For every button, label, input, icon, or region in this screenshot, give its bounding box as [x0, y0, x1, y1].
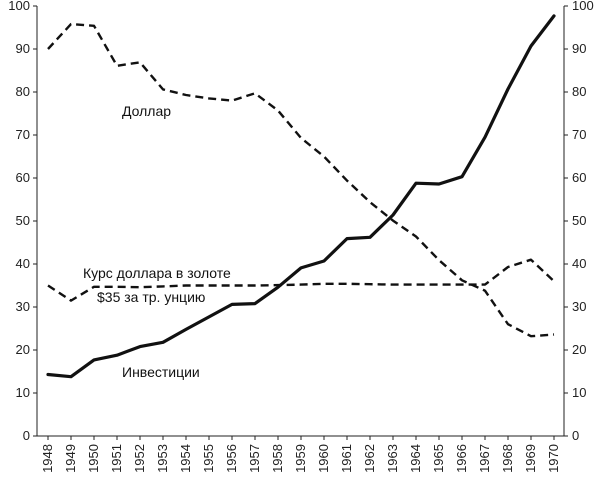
y-tick-label-right: 80	[572, 84, 586, 99]
y-tick-label-left: 90	[16, 41, 30, 56]
x-tick-label: 1948	[40, 444, 55, 473]
series-gold-rate	[47, 258, 555, 302]
series-investments	[46, 14, 556, 379]
x-tick-label: 1953	[155, 444, 170, 473]
chart-lines	[46, 14, 556, 379]
y-tick-label-left: 30	[16, 299, 30, 314]
x-tick-label: 1956	[224, 444, 239, 473]
x-tick-label: 1958	[270, 444, 285, 473]
x-tick-label: 1966	[454, 444, 469, 473]
y-tick-label-right: 70	[572, 127, 586, 142]
y-tick-label-right: 50	[572, 213, 586, 228]
y-tick-label-right: 10	[572, 385, 586, 400]
y-tick-label-left: 70	[16, 127, 30, 142]
x-tick-label: 1951	[109, 444, 124, 473]
y-tick-label-left: 50	[16, 213, 30, 228]
annotation-gold-rate: Курс доллара в золоте	[83, 265, 231, 281]
x-tick-label: 1957	[247, 444, 262, 473]
y-tick-label-left: 80	[16, 84, 30, 99]
x-tick-label: 1963	[385, 444, 400, 473]
x-tick-label: 1950	[86, 444, 101, 473]
x-tick-label: 1960	[316, 444, 331, 473]
y-tick-label-left: 100	[8, 0, 30, 13]
annotation-investments: Инвестиции	[122, 364, 200, 380]
y-tick-label-right: 0	[572, 428, 579, 443]
chart-ticks: 0 0 10 10 20 20 30 30 40 40 50 50 60 60 70 70 80 80 90 90 10…	[8, 0, 593, 473]
x-tick-label: 1955	[201, 444, 216, 473]
y-tick-label-right: 40	[572, 256, 586, 271]
x-tick-label: 1970	[546, 444, 561, 473]
x-tick-label: 1969	[523, 444, 538, 473]
x-tick-label: 1964	[408, 444, 423, 473]
chart-axes	[36, 6, 565, 437]
y-tick-label-left: 20	[16, 342, 30, 357]
x-tick-label: 1952	[132, 444, 147, 473]
series-dollar	[47, 22, 555, 338]
x-tick-label: 1959	[293, 444, 308, 473]
y-tick-label-left: 10	[16, 385, 30, 400]
y-tick-label-right: 100	[572, 0, 594, 13]
x-tick-label: 1967	[477, 444, 492, 473]
y-tick-label-right: 60	[572, 170, 586, 185]
y-tick-label-left: 0	[23, 428, 30, 443]
y-tick-label-right: 90	[572, 41, 586, 56]
y-tick-label-left: 60	[16, 170, 30, 185]
x-tick-label: 1968	[500, 444, 515, 473]
y-tick-label-left: 40	[16, 256, 30, 271]
y-tick-label-right: 30	[572, 299, 586, 314]
x-tick-label: 1961	[339, 444, 354, 473]
annotation-dollar: Доллар	[122, 103, 171, 119]
x-tick-label: 1949	[63, 444, 78, 473]
x-tick-label: 1954	[178, 444, 193, 473]
annotation-gold-price: $35 за тр. унцию	[97, 289, 205, 305]
y-tick-label-right: 20	[572, 342, 586, 357]
x-tick-label: 1962	[362, 444, 377, 473]
x-tick-label: 1965	[431, 444, 446, 473]
